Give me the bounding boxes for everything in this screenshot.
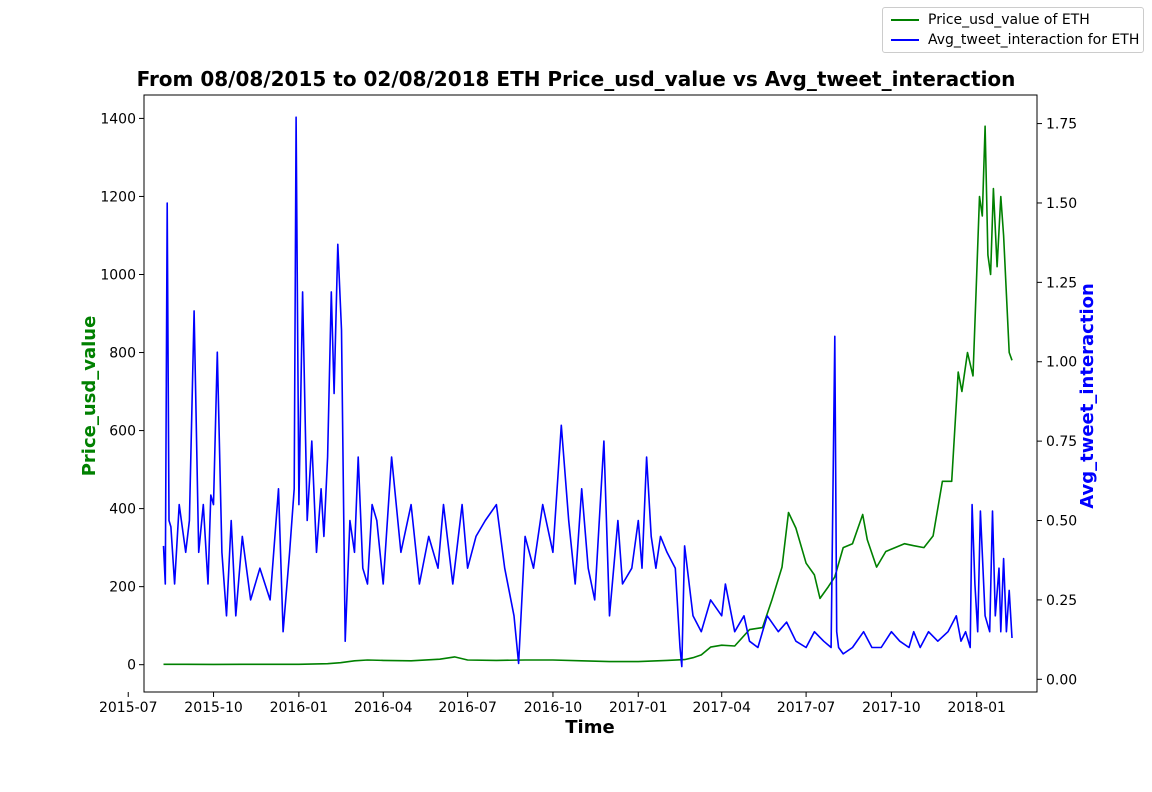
x-tick-label: 2017-01 <box>609 700 668 716</box>
x-axis: 2015-07 2015-10 2016-01 2016-04 2016-07 2016-… <box>99 692 1006 716</box>
right-y-axis-label: Avg_tweet_interaction <box>1077 283 1098 509</box>
legend-swatch-tweet-interaction <box>891 39 919 41</box>
right-y-tick-label: 0.25 <box>1046 593 1077 609</box>
left-y-axis-label: Price_usd_value <box>79 316 100 477</box>
right-y-tick-label: 1.00 <box>1046 355 1077 371</box>
x-tick-label: 2018-01 <box>947 700 1006 716</box>
right-y-axis: 0.00 0.25 0.50 0.75 1.00 1.25 1.50 1.75 <box>1037 117 1077 688</box>
left-y-tick-label: 1000 <box>100 267 136 283</box>
left-y-tick-label: 400 <box>109 502 136 518</box>
series-line-price <box>163 125 1013 666</box>
legend-entry-price: Price_usd_value of ETH <box>891 10 1090 30</box>
legend-label-tweet-interaction: Avg_tweet_interaction for ETH <box>928 32 1140 48</box>
legend-entry-tweet-interaction: Avg_tweet_interaction for ETH <box>891 30 1139 50</box>
legend-label-price: Price_usd_value of ETH <box>928 12 1090 28</box>
left-y-tick-label: 800 <box>109 346 136 362</box>
series-layer <box>162 116 1013 668</box>
left-y-tick-label: 1400 <box>100 111 136 127</box>
chart-title: From 08/08/2015 to 02/08/2018 ETH Price_… <box>137 67 1016 91</box>
right-y-tick-label: 1.25 <box>1046 275 1077 291</box>
x-tick-label: 2017-04 <box>692 700 751 716</box>
x-tick-label: 2015-10 <box>184 700 243 716</box>
x-axis-label: Time <box>565 717 614 738</box>
left-y-tick-label: 200 <box>109 580 136 596</box>
left-y-axis: 0 200 400 600 800 1000 1200 1400 <box>100 111 144 674</box>
x-tick-label: 2017-07 <box>777 700 836 716</box>
x-tick-label: 2015-07 <box>99 700 158 716</box>
x-tick-label: 2016-01 <box>270 700 329 716</box>
left-y-tick-label: 1200 <box>100 189 136 205</box>
series-line-tweet-interaction <box>162 116 1013 668</box>
x-tick-label: 2017-10 <box>862 700 921 716</box>
right-y-tick-label: 0.50 <box>1046 514 1077 530</box>
plot-area-frame <box>143 94 1038 693</box>
left-y-tick-label: 600 <box>109 424 136 440</box>
x-tick-label: 2016-07 <box>438 700 497 716</box>
left-y-tick-label: 0 <box>127 658 136 674</box>
x-tick-label: 2016-10 <box>524 700 583 716</box>
x-tick-label: 2016-04 <box>354 700 413 716</box>
legend-swatch-price <box>891 19 919 21</box>
right-y-tick-label: 1.75 <box>1046 117 1077 133</box>
chart-legend: Price_usd_value of ETH Avg_tweet_interac… <box>882 7 1144 53</box>
right-y-tick-label: 0.75 <box>1046 434 1077 450</box>
right-y-tick-label: 0.00 <box>1046 672 1077 688</box>
right-y-tick-label: 1.50 <box>1046 196 1077 212</box>
